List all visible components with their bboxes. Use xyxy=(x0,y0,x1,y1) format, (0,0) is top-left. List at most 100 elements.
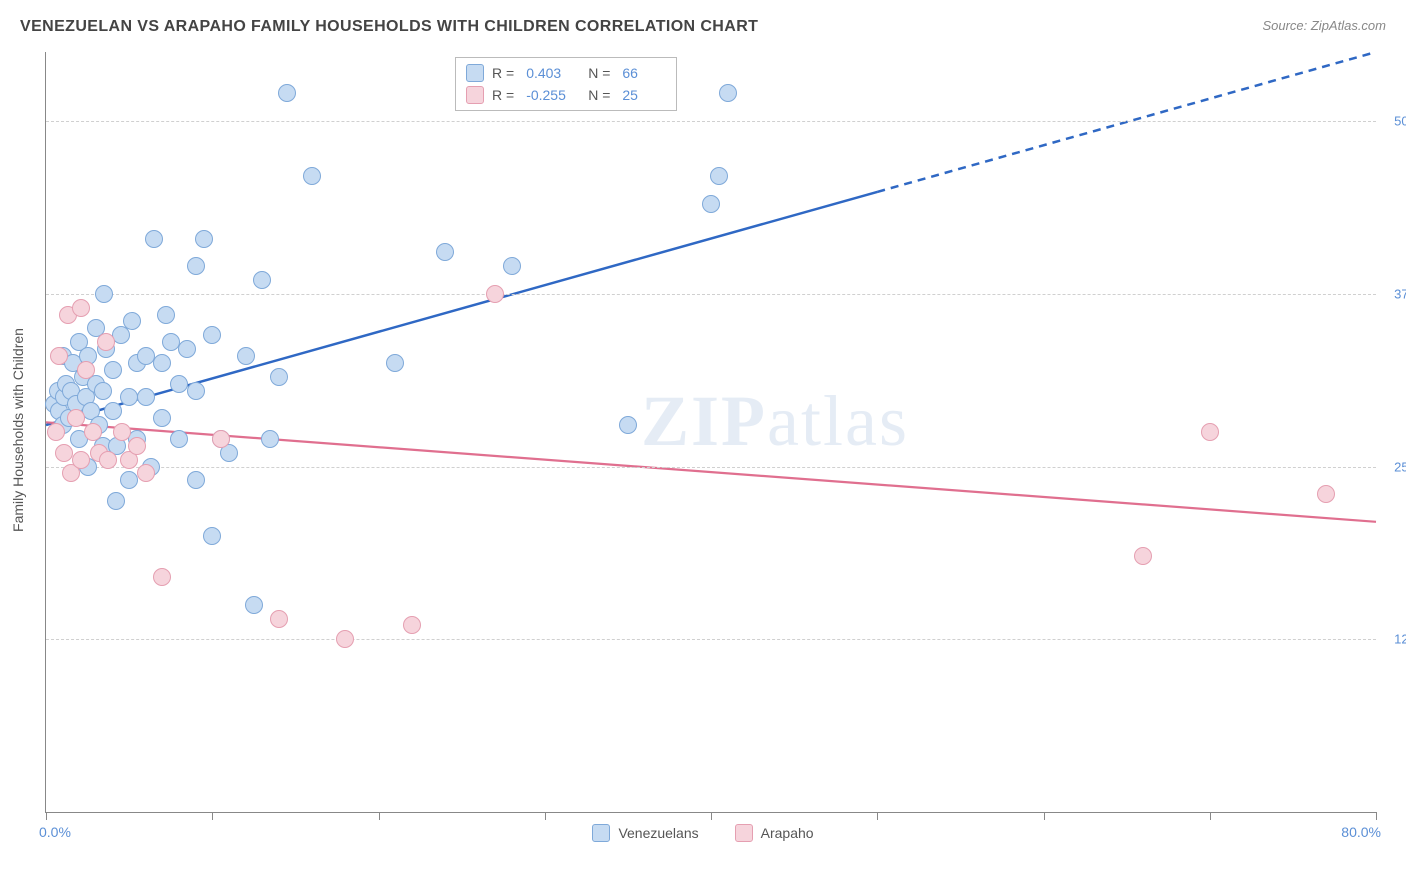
data-point-arapaho xyxy=(84,423,102,441)
legend-row-venezuelans: R = 0.403 N = 66 xyxy=(466,62,666,84)
data-point-venezuelans xyxy=(187,382,205,400)
legend-item-arapaho: Arapaho xyxy=(735,824,814,842)
gridline-h xyxy=(46,121,1376,122)
x-tick-mark xyxy=(545,812,546,820)
x-tick-mark xyxy=(711,812,712,820)
legend-swatch-arapaho xyxy=(735,824,753,842)
y-axis-label: Family Households with Children xyxy=(10,328,26,532)
data-point-venezuelans xyxy=(203,326,221,344)
series-legend: Venezuelans Arapaho xyxy=(0,824,1406,845)
x-tick-mark xyxy=(212,812,213,820)
x-tick-mark xyxy=(46,812,47,820)
y-tick-label: 37.5% xyxy=(1381,286,1406,301)
source-value: ZipAtlas.com xyxy=(1311,18,1386,33)
data-point-venezuelans xyxy=(303,167,321,185)
data-point-arapaho xyxy=(212,430,230,448)
legend-item-venezuelans: Venezuelans xyxy=(592,824,698,842)
r-value-arapaho: -0.255 xyxy=(526,87,570,103)
data-point-venezuelans xyxy=(137,347,155,365)
data-point-arapaho xyxy=(72,451,90,469)
data-point-venezuelans xyxy=(170,430,188,448)
data-point-arapaho xyxy=(403,616,421,634)
legend-label-venezuelans: Venezuelans xyxy=(618,825,698,841)
data-point-venezuelans xyxy=(245,596,263,614)
data-point-venezuelans xyxy=(386,354,404,372)
x-tick-mark xyxy=(1376,812,1377,820)
n-value-arapaho: 25 xyxy=(622,87,666,103)
data-point-venezuelans xyxy=(436,243,454,261)
y-tick-label: 25.0% xyxy=(1381,459,1406,474)
gridline-h xyxy=(46,467,1376,468)
r-label: R = xyxy=(492,87,514,103)
data-point-venezuelans xyxy=(261,430,279,448)
legend-row-arapaho: R = -0.255 N = 25 xyxy=(466,84,666,106)
data-point-venezuelans xyxy=(104,402,122,420)
data-point-arapaho xyxy=(128,437,146,455)
regression-lines xyxy=(46,52,1376,812)
data-point-arapaho xyxy=(1134,547,1152,565)
data-point-venezuelans xyxy=(278,84,296,102)
source-label: Source: xyxy=(1262,18,1310,33)
data-point-venezuelans xyxy=(203,527,221,545)
data-point-arapaho xyxy=(137,464,155,482)
legend-swatch-arapaho xyxy=(466,86,484,104)
data-point-venezuelans xyxy=(162,333,180,351)
data-point-arapaho xyxy=(113,423,131,441)
data-point-arapaho xyxy=(1317,485,1335,503)
gridline-h xyxy=(46,639,1376,640)
chart-header: VENEZUELAN VS ARAPAHO FAMILY HOUSEHOLDS … xyxy=(20,18,1386,42)
data-point-venezuelans xyxy=(123,312,141,330)
data-point-venezuelans xyxy=(157,306,175,324)
data-point-venezuelans xyxy=(253,271,271,289)
watermark-atlas: atlas xyxy=(767,381,909,461)
data-point-venezuelans xyxy=(187,257,205,275)
data-point-arapaho xyxy=(50,347,68,365)
n-label: N = xyxy=(588,65,610,81)
data-point-venezuelans xyxy=(153,409,171,427)
data-point-arapaho xyxy=(99,451,117,469)
data-point-arapaho xyxy=(97,333,115,351)
x-tick-mark xyxy=(379,812,380,820)
data-point-arapaho xyxy=(47,423,65,441)
correlation-legend: R = 0.403 N = 66 R = -0.255 N = 25 xyxy=(455,57,677,111)
data-point-arapaho xyxy=(270,610,288,628)
data-point-venezuelans xyxy=(145,230,163,248)
source-attribution: Source: ZipAtlas.com xyxy=(1262,18,1386,33)
data-point-venezuelans xyxy=(195,230,213,248)
x-tick-mark xyxy=(1210,812,1211,820)
data-point-arapaho xyxy=(72,299,90,317)
data-point-arapaho xyxy=(486,285,504,303)
data-point-arapaho xyxy=(67,409,85,427)
data-point-arapaho xyxy=(1201,423,1219,441)
data-point-arapaho xyxy=(336,630,354,648)
data-point-venezuelans xyxy=(120,471,138,489)
x-tick-mark xyxy=(877,812,878,820)
legend-swatch-venezuelans xyxy=(466,64,484,82)
data-point-venezuelans xyxy=(710,167,728,185)
data-point-venezuelans xyxy=(170,375,188,393)
r-label: R = xyxy=(492,65,514,81)
data-point-venezuelans xyxy=(178,340,196,358)
data-point-venezuelans xyxy=(137,388,155,406)
n-value-venezuelans: 66 xyxy=(622,65,666,81)
chart-title: VENEZUELAN VS ARAPAHO FAMILY HOUSEHOLDS … xyxy=(20,18,758,35)
regression-line-arapaho xyxy=(46,422,1376,521)
y-tick-label: 12.5% xyxy=(1381,632,1406,647)
data-point-venezuelans xyxy=(107,492,125,510)
data-point-venezuelans xyxy=(237,347,255,365)
data-point-venezuelans xyxy=(94,382,112,400)
data-point-arapaho xyxy=(55,444,73,462)
n-label: N = xyxy=(588,87,610,103)
data-point-venezuelans xyxy=(503,257,521,275)
data-point-venezuelans xyxy=(187,471,205,489)
gridline-h xyxy=(46,294,1376,295)
watermark-zip: ZIP xyxy=(641,381,767,461)
data-point-venezuelans xyxy=(719,84,737,102)
data-point-venezuelans xyxy=(120,388,138,406)
data-point-venezuelans xyxy=(270,368,288,386)
data-point-arapaho xyxy=(153,568,171,586)
r-value-venezuelans: 0.403 xyxy=(526,65,570,81)
watermark: ZIPatlas xyxy=(641,380,909,463)
data-point-venezuelans xyxy=(702,195,720,213)
data-point-venezuelans xyxy=(95,285,113,303)
